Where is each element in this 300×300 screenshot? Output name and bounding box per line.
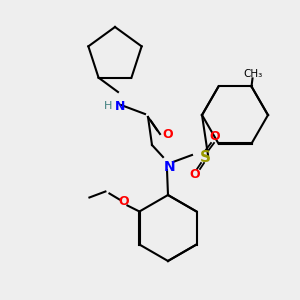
Text: O: O <box>118 195 129 208</box>
Text: O: O <box>210 130 220 143</box>
Text: CH₃: CH₃ <box>244 69 263 80</box>
Text: O: O <box>163 128 173 142</box>
Text: N: N <box>115 100 125 112</box>
Text: H: H <box>104 101 112 111</box>
Text: O: O <box>190 169 200 182</box>
Text: S: S <box>200 149 211 164</box>
Text: N: N <box>164 160 176 174</box>
